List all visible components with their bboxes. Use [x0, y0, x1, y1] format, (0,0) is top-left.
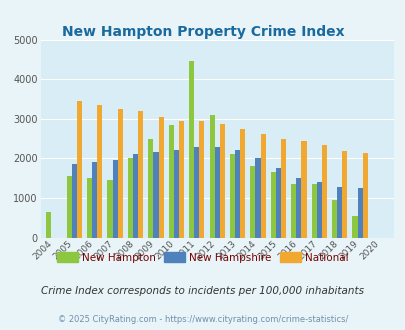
Bar [296, 178, 301, 238]
Text: New Hampton Property Crime Index: New Hampton Property Crime Index [62, 25, 343, 39]
Bar [280, 139, 286, 238]
Text: © 2025 CityRating.com - https://www.cityrating.com/crime-statistics/: © 2025 CityRating.com - https://www.city… [58, 315, 347, 324]
Bar [362, 153, 367, 238]
Bar [153, 152, 158, 238]
Bar [87, 178, 92, 238]
Bar [311, 184, 316, 238]
Bar [173, 150, 179, 238]
Bar [66, 176, 72, 238]
Bar [179, 121, 183, 238]
Bar [331, 200, 336, 238]
Bar [240, 129, 245, 238]
Bar [46, 212, 51, 238]
Bar [168, 125, 173, 238]
Bar [128, 158, 133, 238]
Bar [275, 168, 280, 238]
Text: Crime Index corresponds to incidents per 100,000 inhabitants: Crime Index corresponds to incidents per… [41, 286, 364, 296]
Bar [117, 109, 122, 238]
Bar [133, 154, 138, 238]
Bar [270, 172, 275, 238]
Bar [158, 117, 163, 238]
Bar [77, 101, 82, 238]
Bar [250, 166, 255, 238]
Bar [301, 141, 306, 238]
Bar [357, 188, 362, 238]
Bar [316, 182, 321, 238]
Bar [321, 145, 326, 238]
Bar [341, 151, 347, 238]
Bar [189, 61, 194, 238]
Bar [72, 164, 77, 238]
Bar [209, 115, 214, 238]
Bar [194, 147, 199, 238]
Bar [214, 147, 219, 238]
Bar [112, 160, 117, 238]
Legend: New Hampton, New Hampshire, National: New Hampton, New Hampshire, National [53, 248, 352, 267]
Bar [107, 180, 112, 238]
Bar [229, 154, 234, 238]
Bar [234, 150, 240, 238]
Bar [219, 123, 224, 238]
Bar [138, 111, 143, 238]
Bar [97, 105, 102, 238]
Bar [148, 139, 153, 238]
Bar [290, 184, 296, 238]
Bar [352, 216, 357, 238]
Bar [336, 187, 341, 238]
Bar [92, 162, 97, 238]
Bar [260, 134, 265, 238]
Bar [199, 121, 204, 238]
Bar [255, 158, 260, 238]
